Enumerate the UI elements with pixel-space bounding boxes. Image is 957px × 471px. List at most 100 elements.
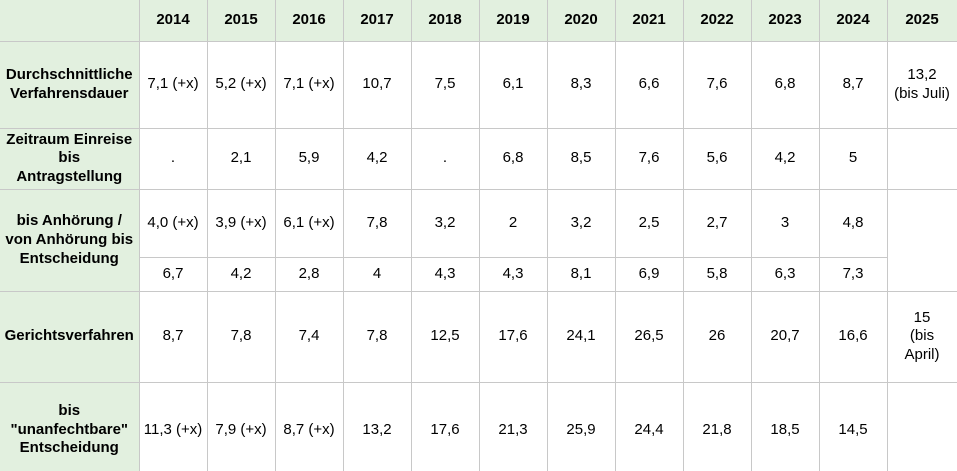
data-cell: 20,7 [750, 290, 820, 383]
data-cell: 24,4 [614, 381, 684, 471]
data-cell [886, 127, 957, 190]
data-cell: 4,2 [206, 256, 276, 292]
data-cell: 4,3 [410, 256, 480, 292]
table-row: Gerichtsverfahren 8,7 7,8 7,4 7,8 12,5 17,6 24,… [0, 290, 957, 383]
data-cell: 11,3 (+x) [138, 381, 208, 471]
year-header: 2014 [138, 0, 208, 42]
data-cell: 6,8 [750, 40, 820, 129]
data-cell: 5,2 (+x) [206, 40, 276, 129]
data-cell: 15 (bis April) [886, 290, 957, 383]
data-cell: 2 [478, 188, 548, 258]
table-row: 2014 2015 2016 2017 2018 2019 2020 2021 2022 2023… [0, 0, 957, 42]
year-header: 2016 [274, 0, 344, 42]
data-cell: 26,5 [614, 290, 684, 383]
data-cell: 8,7 (+x) [274, 381, 344, 471]
data-cell: 4,2 [750, 127, 820, 190]
data-cell: 16,6 [818, 290, 888, 383]
table-body: Durchschnittliche Verfahrensdauer 7,1 (+x… [0, 40, 957, 471]
data-cell: 6,1 [478, 40, 548, 129]
row-label: Durchschnittliche Verfahrensdauer [0, 40, 140, 129]
data-cell: 3,2 [546, 188, 616, 258]
year-header: 2025 [886, 0, 957, 42]
table-row: Durchschnittliche Verfahrensdauer 7,1 (+x… [0, 40, 957, 129]
data-cell: 7,8 [342, 188, 412, 258]
data-cell: 7,6 [614, 127, 684, 190]
data-cell: . [138, 127, 208, 190]
data-cell: 6,6 [614, 40, 684, 129]
data-cell [886, 188, 957, 292]
data-cell: 2,1 [206, 127, 276, 190]
data-cell: 3,2 [410, 188, 480, 258]
data-cell: 8,3 [546, 40, 616, 129]
data-cell: 7,1 (+x) [274, 40, 344, 129]
data-cell: 4,3 [478, 256, 548, 292]
table-row: 6,7 4,2 2,8 4 4,3 4,3 8,1 6,9 5,8 6,3 7,3 [0, 256, 957, 292]
data-cell: 6,9 [614, 256, 684, 292]
year-header: 2022 [682, 0, 752, 42]
data-cell: 21,3 [478, 381, 548, 471]
data-cell: 18,5 [750, 381, 820, 471]
data-cell: 6,7 [138, 256, 208, 292]
row-label: bis "unanfechtbare" Entscheidung [0, 381, 140, 471]
row-label: Zeitraum Einreise bis Antragstellung [0, 127, 140, 190]
data-cell: 21,8 [682, 381, 752, 471]
data-cell: 26 [682, 290, 752, 383]
data-cell: . [410, 127, 480, 190]
year-header: 2015 [206, 0, 276, 42]
table-row: Zeitraum Einreise bis Antragstellung. 2,1… [0, 127, 957, 190]
data-cell: 13,2 (bis Juli) [886, 40, 957, 129]
data-cell: 7,1 (+x) [138, 40, 208, 129]
data-cell: 13,2 [342, 381, 412, 471]
data-cell: 14,5 [818, 381, 888, 471]
data-cell: 17,6 [410, 381, 480, 471]
year-header: 2024 [818, 0, 888, 42]
data-cell: 7,6 [682, 40, 752, 129]
data-cell: 10,7 [342, 40, 412, 129]
year-header: 2018 [410, 0, 480, 42]
data-cell: 6,1 (+x) [274, 188, 344, 258]
data-cell: 7,8 [206, 290, 276, 383]
data-cell: 3,9 (+x) [206, 188, 276, 258]
data-cell [886, 381, 957, 471]
year-header: 2021 [614, 0, 684, 42]
row-label: bis Anhörung / von Anhörung bis Entschei… [0, 188, 140, 292]
table-row: bis Anhörung / von Anhörung bis Entschei… [0, 188, 957, 292]
data-cell: 4,0 (+x) [138, 188, 208, 258]
data-cell: 2,7 [682, 188, 752, 258]
data-cell: 25,9 [546, 381, 616, 471]
data-cell: 12,5 [410, 290, 480, 383]
data-cell: 5 [818, 127, 888, 190]
data-cell: 8,1 [546, 256, 616, 292]
table-header: 2014 2015 2016 2017 2018 2019 2020 2021 2022 2023… [0, 0, 957, 42]
data-cell: 8,7 [818, 40, 888, 129]
table-row: bis "unanfechtbare" Entscheidung 11,3 (+x… [0, 381, 957, 471]
year-header: 2017 [342, 0, 412, 42]
data-cell: 3 [750, 188, 820, 258]
data-cell: 7,9 (+x) [206, 381, 276, 471]
data-cell: 17,6 [478, 290, 548, 383]
row-label: Gerichtsverfahren [0, 290, 140, 383]
data-cell: 7,3 [818, 256, 888, 292]
data-cell: 8,7 [138, 290, 208, 383]
data-cell: 5,8 [682, 256, 752, 292]
data-cell: 6,3 [750, 256, 820, 292]
data-cell: 2,5 [614, 188, 684, 258]
year-header: 2020 [546, 0, 616, 42]
data-cell: 7,4 [274, 290, 344, 383]
corner-cell [0, 0, 140, 42]
data-cell: 6,8 [478, 127, 548, 190]
data-cell: 5,6 [682, 127, 752, 190]
year-header: 2023 [750, 0, 820, 42]
year-header: 2019 [478, 0, 548, 42]
data-cell: 5,9 [274, 127, 344, 190]
data-cell: 4 [342, 256, 412, 292]
data-cell: 4,2 [342, 127, 412, 190]
data-cell: 7,5 [410, 40, 480, 129]
data-cell: 24,1 [546, 290, 616, 383]
data-cell: 7,8 [342, 290, 412, 383]
data-cell: 2,8 [274, 256, 344, 292]
data-cell: 4,8 [818, 188, 888, 258]
data-cell: 8,5 [546, 127, 616, 190]
